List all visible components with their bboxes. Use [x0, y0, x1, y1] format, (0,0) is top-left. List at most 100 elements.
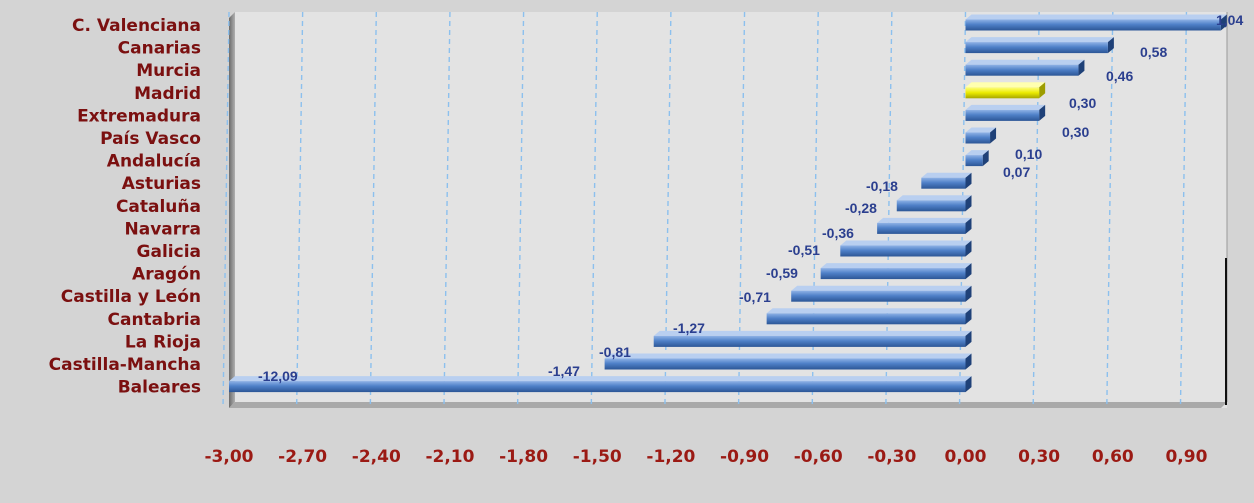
bar-top-face	[965, 14, 1227, 20]
bar-cantabria	[766, 313, 966, 325]
bar-navarra	[877, 222, 966, 234]
bar-top-face	[921, 172, 972, 178]
bar-asturias	[921, 177, 966, 189]
category-label-c-valenciana: C. Valenciana	[72, 16, 201, 36]
gridline	[590, 11, 598, 409]
data-label: 0,58	[1140, 44, 1167, 60]
category-label-cataluna: Cataluña	[116, 197, 201, 217]
bar-end-face	[990, 127, 997, 144]
tick-label: -1,80	[499, 447, 548, 467]
category-label-cantabria: Cantabria	[108, 310, 202, 330]
bar-c-valenciana	[965, 19, 1221, 31]
gridline	[516, 11, 525, 409]
bar-extremadura	[965, 109, 1040, 121]
tick-label: -2,10	[425, 447, 474, 467]
bar-end-face	[965, 353, 972, 370]
bar-madrid	[965, 87, 1040, 99]
category-label-extremadura: Extremadura	[77, 106, 201, 126]
bar-end-face	[965, 240, 972, 257]
bar-end-face	[965, 195, 972, 212]
bar-top-face	[965, 104, 1046, 110]
bar-top-face	[965, 59, 1085, 65]
bar-la-rioja	[653, 335, 966, 347]
category-label-la-rioja: La Rioja	[125, 332, 201, 352]
category-label-canarias: Canarias	[118, 39, 201, 59]
category-label-navarra: Navarra	[125, 219, 202, 239]
bar-top-face	[840, 240, 972, 246]
bar-end-face	[965, 376, 972, 393]
bar-top-face	[653, 330, 972, 336]
data-label: -0,36	[822, 225, 854, 241]
bar-top-face	[965, 127, 997, 133]
bar-baleares	[229, 381, 966, 393]
category-label-andalucia: Andalucía	[107, 152, 201, 172]
category-label-baleares: Baleares	[118, 378, 201, 398]
bar-andalucia	[965, 155, 983, 167]
tick-label: 0,00	[945, 447, 987, 467]
data-label: -1,47	[548, 363, 580, 379]
bar-end-face	[1107, 37, 1114, 54]
bar-pais-vasco	[965, 132, 991, 144]
bar-end-face	[1039, 104, 1046, 121]
bar-top-face	[766, 308, 972, 314]
tick-label: 0,90	[1165, 447, 1207, 467]
bar-top-face	[896, 195, 972, 201]
gridline	[1179, 11, 1188, 409]
data-label: -0,71	[739, 289, 771, 305]
bar-top-face	[965, 82, 1046, 88]
bar-end-face	[1220, 14, 1227, 31]
gridline	[222, 11, 230, 409]
bar-top-face	[965, 150, 989, 156]
data-label: -0,81	[599, 344, 631, 360]
data-labels: 1,04 0,58 0,46 0,30 0,30 0,10 0,07 -0,18 -0,28 -0…	[258, 12, 1243, 384]
bar-cataluna	[896, 200, 966, 212]
value-axis: -3,00 -2,70 -2,40 -2,10 -1,80 -1,50 -1,20 -0,90…	[205, 447, 1208, 467]
category-label-pais-vasco: País Vasco	[100, 129, 201, 149]
gridline	[295, 11, 304, 409]
data-label: -0,59	[766, 265, 798, 281]
data-label: 1,04	[1216, 12, 1243, 28]
bar-murcia	[965, 64, 1079, 76]
bar-castilla-y-leon	[791, 290, 966, 302]
category-label-murcia: Murcia	[136, 61, 201, 81]
gridline	[811, 11, 819, 409]
data-label: 0,30	[1062, 124, 1089, 140]
data-label: 0,07	[1003, 164, 1030, 180]
bar-top-face	[604, 353, 972, 359]
tick-label: 0,30	[1018, 447, 1060, 467]
bar-top-face	[820, 263, 972, 269]
bar-top-face	[791, 285, 972, 291]
category-label-aragon: Aragón	[132, 265, 201, 285]
bar-end-face	[965, 172, 972, 189]
data-label: 0,46	[1106, 68, 1133, 84]
data-label: 0,10	[1015, 146, 1042, 162]
tick-label: -0,60	[794, 447, 843, 467]
category-label-castilla-mancha: Castilla-Mancha	[49, 355, 201, 375]
bar-castilla-mancha	[604, 358, 966, 370]
floor	[229, 402, 1227, 408]
data-label: -0,28	[845, 200, 877, 216]
gridline	[737, 11, 746, 409]
bar-top-face	[877, 217, 972, 223]
gridline	[1106, 11, 1114, 409]
data-label: 0,30	[1069, 95, 1096, 111]
tick-label: -0,30	[867, 447, 916, 467]
gridlines	[222, 11, 1188, 409]
side-wall	[229, 12, 235, 408]
gridline	[369, 11, 377, 409]
tick-label: -1,20	[646, 447, 695, 467]
bars	[229, 14, 1227, 393]
tick-label: -0,90	[720, 447, 769, 467]
bar-aragon	[820, 268, 966, 280]
bar-end-face	[965, 308, 972, 325]
bar-end-face	[965, 330, 972, 347]
data-label: -12,09	[258, 368, 298, 384]
tick-label: -2,70	[278, 447, 327, 467]
bar-canarias	[965, 42, 1108, 54]
tick-label: -3,00	[205, 447, 254, 467]
data-label: -1,27	[673, 320, 705, 336]
category-label-madrid: Madrid	[134, 84, 201, 104]
gridline	[1032, 11, 1040, 409]
